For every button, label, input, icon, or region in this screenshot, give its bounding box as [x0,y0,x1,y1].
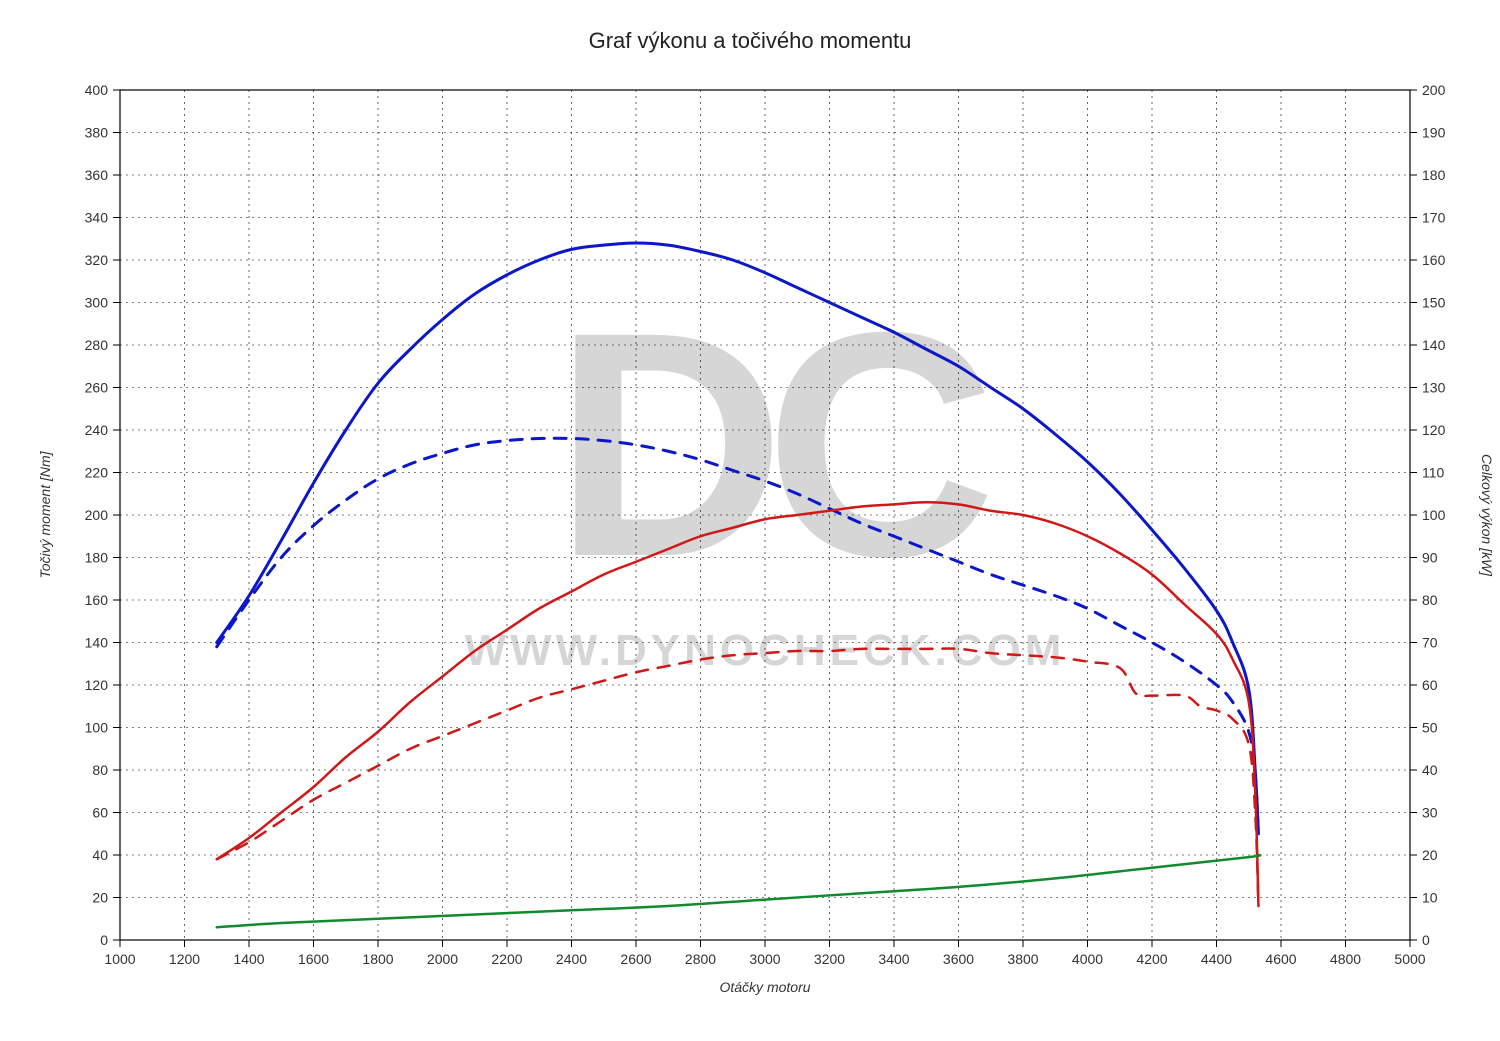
svg-text:120: 120 [1422,422,1446,438]
svg-text:300: 300 [85,295,109,311]
dyno-chart: DCWWW.DYNOCHECK.COM100012001400160018002… [0,0,1500,1041]
svg-text:140: 140 [85,635,109,651]
svg-text:170: 170 [1422,210,1446,226]
svg-text:100: 100 [1422,507,1446,523]
svg-text:110: 110 [1422,465,1445,481]
svg-text:5000: 5000 [1394,951,1425,967]
svg-text:1800: 1800 [362,951,393,967]
svg-text:380: 380 [85,125,109,141]
svg-text:340: 340 [85,210,109,226]
svg-text:2400: 2400 [556,951,587,967]
svg-text:130: 130 [1422,380,1446,396]
svg-text:3600: 3600 [943,951,974,967]
svg-text:4600: 4600 [1265,951,1296,967]
svg-text:20: 20 [1422,847,1438,863]
svg-text:260: 260 [85,380,109,396]
svg-text:10: 10 [1422,890,1438,906]
svg-text:4000: 4000 [1072,951,1103,967]
svg-text:120: 120 [85,677,109,693]
svg-text:180: 180 [85,550,109,566]
svg-text:4400: 4400 [1201,951,1232,967]
svg-text:160: 160 [85,592,109,608]
svg-text:80: 80 [1422,592,1438,608]
svg-text:0: 0 [1422,932,1430,948]
svg-text:180: 180 [1422,167,1446,183]
chart-container: DCWWW.DYNOCHECK.COM100012001400160018002… [0,0,1500,1041]
svg-text:3200: 3200 [814,951,845,967]
svg-text:190: 190 [1422,125,1446,141]
svg-text:100: 100 [85,720,109,736]
svg-text:Otáčky motoru: Otáčky motoru [719,979,810,995]
svg-text:220: 220 [85,465,109,481]
svg-text:280: 280 [85,337,109,353]
svg-text:60: 60 [1422,677,1438,693]
svg-text:2800: 2800 [685,951,716,967]
svg-text:150: 150 [1422,295,1446,311]
svg-text:3800: 3800 [1007,951,1038,967]
svg-text:50: 50 [1422,720,1438,736]
svg-text:200: 200 [85,507,109,523]
svg-text:Graf výkonu a točivého momentu: Graf výkonu a točivého momentu [589,28,912,53]
svg-text:2600: 2600 [620,951,651,967]
svg-text:320: 320 [85,252,109,268]
svg-text:160: 160 [1422,252,1446,268]
svg-text:Celkový výkon [kW]: Celkový výkon [kW] [1479,454,1495,577]
svg-text:360: 360 [85,167,109,183]
svg-text:60: 60 [92,805,108,821]
svg-text:0: 0 [100,932,108,948]
svg-text:40: 40 [1422,762,1438,778]
svg-text:80: 80 [92,762,108,778]
svg-text:4200: 4200 [1136,951,1167,967]
svg-text:2200: 2200 [491,951,522,967]
svg-text:90: 90 [1422,550,1438,566]
svg-text:3000: 3000 [749,951,780,967]
svg-text:140: 140 [1422,337,1446,353]
svg-text:200: 200 [1422,82,1446,98]
svg-text:400: 400 [85,82,109,98]
svg-text:1400: 1400 [233,951,264,967]
svg-text:1000: 1000 [104,951,135,967]
svg-text:30: 30 [1422,805,1438,821]
svg-text:20: 20 [92,890,108,906]
svg-text:240: 240 [85,422,109,438]
svg-text:40: 40 [92,847,108,863]
svg-text:Točivý moment [Nm]: Točivý moment [Nm] [37,450,53,578]
svg-text:2000: 2000 [427,951,458,967]
svg-text:4800: 4800 [1330,951,1361,967]
svg-text:70: 70 [1422,635,1438,651]
svg-text:3400: 3400 [878,951,909,967]
svg-text:1200: 1200 [169,951,200,967]
svg-text:1600: 1600 [298,951,329,967]
